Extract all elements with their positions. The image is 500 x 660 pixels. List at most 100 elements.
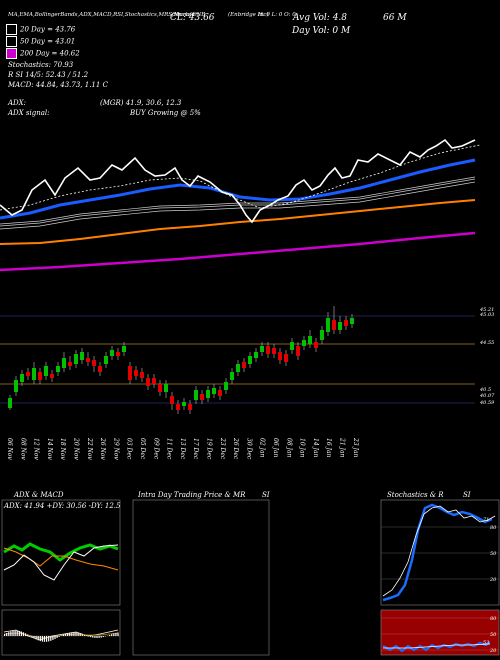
candle-body — [50, 374, 54, 378]
macd-histogram-bar — [79, 633, 81, 636]
candle-body — [212, 388, 216, 394]
date-tick-label: 16 Jan — [325, 438, 332, 458]
macd-histogram — [4, 630, 119, 642]
macd-histogram-bar — [35, 636, 37, 640]
macd-histogram-bar — [67, 633, 69, 636]
intraday-title: Intra Day Trading Price & MR — [138, 491, 246, 499]
candle-body — [260, 346, 264, 352]
legend-swatch-50 — [6, 36, 17, 47]
price-label-40-5: 40.5 — [480, 387, 492, 393]
tab-tags: MA,EMA,BollingerBands,ADX,MACD,RSI,Stoch… — [8, 12, 195, 18]
legend-50-day: 50 Day = 43.01 — [6, 36, 75, 47]
date-tick-label: 02 Jan — [259, 438, 266, 458]
candle-body — [62, 358, 66, 368]
candle-body — [92, 360, 96, 366]
date-tick-label: 18 Nov — [59, 438, 66, 460]
macd-histogram-bar — [58, 636, 60, 637]
candle-body — [104, 356, 108, 364]
rsi-white-line — [383, 643, 491, 649]
adx-readout-panel: ADX: 41.94 +DY: 30.56 -DY: 12.5 — [4, 502, 121, 510]
rsi-level-50-label: 50 — [490, 632, 497, 638]
macd-histogram-bar — [117, 632, 119, 636]
stochastics-readout: Stochastics: 70.93 — [8, 61, 74, 69]
adx-signal-label: ADX signal: — [8, 109, 50, 117]
candle-body — [302, 340, 306, 346]
date-tick-label: 20 Nov — [73, 437, 80, 460]
candle-body — [272, 348, 276, 354]
date-tick-label: 14 Jan — [312, 438, 319, 458]
stoch-current-value: 71 — [483, 517, 490, 523]
legend-20-day: 20 Day = 43.76 — [6, 24, 75, 35]
adx-values: (MGR) 41.9, 30.6, 12.3 — [100, 99, 182, 107]
date-tick-label: 14 Nov — [46, 438, 53, 460]
adx-orange-line — [3, 547, 119, 571]
candle-body — [8, 398, 12, 408]
macd-histogram-bar — [50, 636, 52, 641]
candle-body — [14, 380, 18, 392]
macd-histogram-bar — [10, 631, 12, 636]
candle-body — [284, 354, 288, 362]
candle-body — [266, 346, 270, 354]
macd-histogram-bar — [64, 633, 67, 636]
ohlc-readout: H: 0 L: 0 O: 0 — [258, 12, 296, 18]
candle-body — [152, 378, 156, 384]
adx-green-line — [3, 542, 119, 562]
stoch-level-80-label: 80 — [490, 525, 497, 531]
ma-orange-line — [0, 199, 476, 245]
date-tick-label: 26 Nov — [99, 437, 106, 460]
rsi-level-20-label: 20 — [490, 648, 497, 654]
date-tick-label: 19 Dec — [206, 438, 213, 460]
macd-histogram-bar — [77, 632, 79, 636]
candle-body — [308, 336, 312, 344]
candle-body — [182, 402, 186, 406]
macd-readout: MACD: 44.84, 43.73, 1.11 C — [8, 81, 108, 89]
candle-body — [20, 374, 24, 382]
candle-body — [68, 362, 72, 366]
macd-histogram-bar — [90, 636, 92, 638]
macd-histogram-bar — [98, 636, 100, 638]
candle-body — [254, 352, 258, 358]
macd-histogram-bar — [115, 632, 117, 636]
macd-histogram-bar — [71, 632, 73, 636]
candle-body — [80, 352, 84, 360]
date-tick-label: 10 Jan — [299, 438, 306, 458]
candle-body — [206, 390, 210, 398]
adx-white-line — [3, 544, 119, 581]
date-tick-label: 23 Jan — [352, 437, 359, 458]
candle-body — [146, 378, 150, 386]
date-tick-label: 09 Dec — [152, 438, 159, 460]
date-tick-label: 08 Nov — [19, 438, 26, 460]
legend-200-day: 200 Day = 40.62 — [6, 48, 80, 59]
stoch-panel-frame — [380, 499, 500, 606]
date-tick-label: 06 Nov — [6, 438, 13, 460]
macd-histogram-bar — [27, 634, 29, 636]
date-tick-label: 23 Dec — [219, 437, 226, 460]
macd-histogram-bar — [52, 636, 54, 641]
date-tick-label: 29 Nov — [112, 437, 119, 460]
candle-body — [32, 368, 36, 380]
macd-histogram-bar — [113, 633, 115, 636]
macd-histogram-bar — [46, 636, 48, 642]
price-label-40-07: 40.07 — [480, 393, 495, 399]
macd-histogram-bar — [102, 636, 104, 638]
candle-body — [296, 346, 300, 356]
candle-body — [218, 390, 222, 396]
date-tick-label: 03 Dec — [126, 438, 133, 460]
stoch-title: Stochastics & R — [387, 491, 444, 499]
adx-label: ADX: — [8, 99, 27, 107]
ma-200-line — [0, 231, 476, 272]
ticker-label: Charts ENB — [172, 12, 206, 18]
rsi-current-value: 53 — [483, 640, 490, 646]
macd-histogram-bar — [39, 636, 41, 642]
macd-histogram-bar — [111, 634, 113, 636]
candle-body — [236, 364, 240, 372]
stoch-d-line — [382, 505, 496, 597]
candle-body — [158, 384, 162, 392]
candle-body — [98, 366, 102, 372]
macd-histogram-bar — [4, 634, 6, 636]
legend-label-200: 200 Day = 40.62 — [20, 49, 80, 58]
rsi-level-80-label: 80 — [490, 616, 497, 622]
candle-body — [110, 350, 114, 356]
candle-body — [26, 372, 30, 376]
